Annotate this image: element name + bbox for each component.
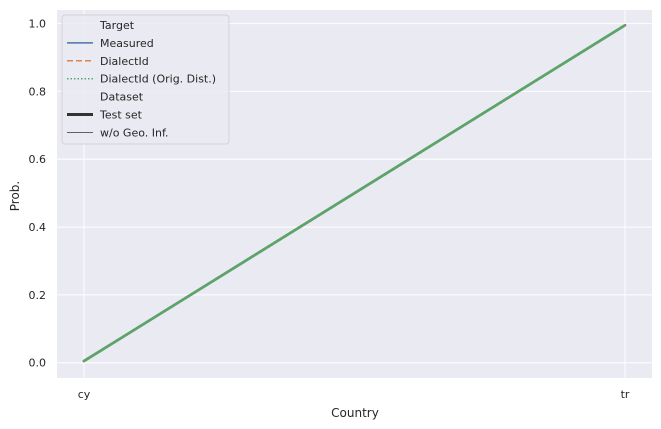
- y-tick-label: 0.6: [29, 153, 47, 166]
- y-tick-label: 0.4: [29, 221, 47, 234]
- y-tick-label: 0.8: [29, 85, 47, 98]
- x-tick-label: tr: [621, 388, 630, 401]
- tick-labels: 0.0 0.2 0.4 0.6 0.8 1.0 cy tr: [29, 18, 630, 401]
- y-axis-label: Prob.: [8, 181, 22, 211]
- legend-entry: w/o Geo. Inf.: [100, 126, 169, 139]
- legend-box: [61, 14, 230, 145]
- legend: Target Measured DialectId DialectId (Orig. …: [61, 14, 230, 145]
- series-line: [82, 23, 627, 363]
- legend-title: Target: [99, 19, 135, 32]
- y-tick-label: 0.2: [29, 289, 47, 302]
- x-tick-label: cy: [78, 388, 91, 401]
- legend-entry: Measured: [100, 37, 154, 50]
- legend-entry: Test set: [99, 109, 143, 122]
- legend-entry: DialectId (Orig. Dist.): [100, 73, 216, 86]
- series-layer: [82, 23, 627, 363]
- legend-entry: DialectId: [100, 55, 149, 68]
- grid-lines: [57, 10, 652, 378]
- y-tick-label: 0.0: [29, 357, 47, 370]
- y-tick-label: 1.0: [29, 18, 47, 31]
- legend-title: Dataset: [100, 91, 144, 104]
- x-axis-label: Country: [331, 406, 379, 420]
